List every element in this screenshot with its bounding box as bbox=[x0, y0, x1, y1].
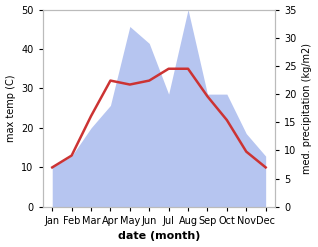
Y-axis label: max temp (C): max temp (C) bbox=[5, 74, 16, 142]
Y-axis label: med. precipitation (kg/m2): med. precipitation (kg/m2) bbox=[302, 43, 313, 174]
X-axis label: date (month): date (month) bbox=[118, 231, 200, 242]
